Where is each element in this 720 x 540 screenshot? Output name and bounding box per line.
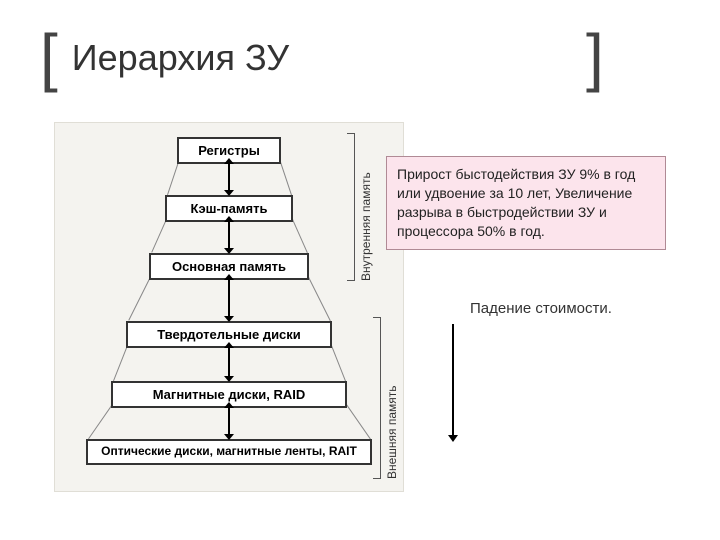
trapezoid-edge: [167, 159, 180, 195]
page-title: Иерархия ЗУ: [72, 37, 289, 79]
tier-connector-arrow: [228, 407, 230, 435]
trapezoid-edge: [307, 275, 331, 321]
bracket-left: [: [40, 32, 58, 83]
cost-note: Падение стоимости.: [470, 300, 612, 317]
performance-callout: Прирост быстодействия ЗУ 9% в год или уд…: [386, 156, 666, 250]
group-label: Внутренняя память: [359, 133, 373, 281]
tier-connector-arrow: [228, 163, 230, 191]
hierarchy-diagram: РегистрыКэш-памятьОсновная памятьТвердот…: [54, 122, 404, 492]
bracket-right: ]: [586, 32, 604, 83]
trapezoid-edge: [113, 343, 129, 381]
tier-connector-arrow: [228, 221, 230, 249]
tier-box: Оптические диски, магнитные ленты, RAIT: [86, 439, 372, 465]
group-bracket: [373, 317, 381, 479]
tier-connector-arrow: [228, 279, 230, 317]
title-block: [ Иерархия ЗУ: [40, 32, 289, 83]
trapezoid-edge: [330, 343, 346, 381]
tier-connector-arrow: [228, 347, 230, 377]
trapezoid-edge: [345, 403, 371, 440]
group-bracket: [347, 133, 355, 281]
cost-arrow: [452, 324, 454, 436]
trapezoid-edge: [151, 217, 168, 253]
group-label: Внешняя память: [385, 317, 399, 479]
trapezoid-edge: [279, 159, 292, 195]
trapezoid-edge: [128, 275, 152, 321]
trapezoid-edge: [291, 217, 308, 253]
